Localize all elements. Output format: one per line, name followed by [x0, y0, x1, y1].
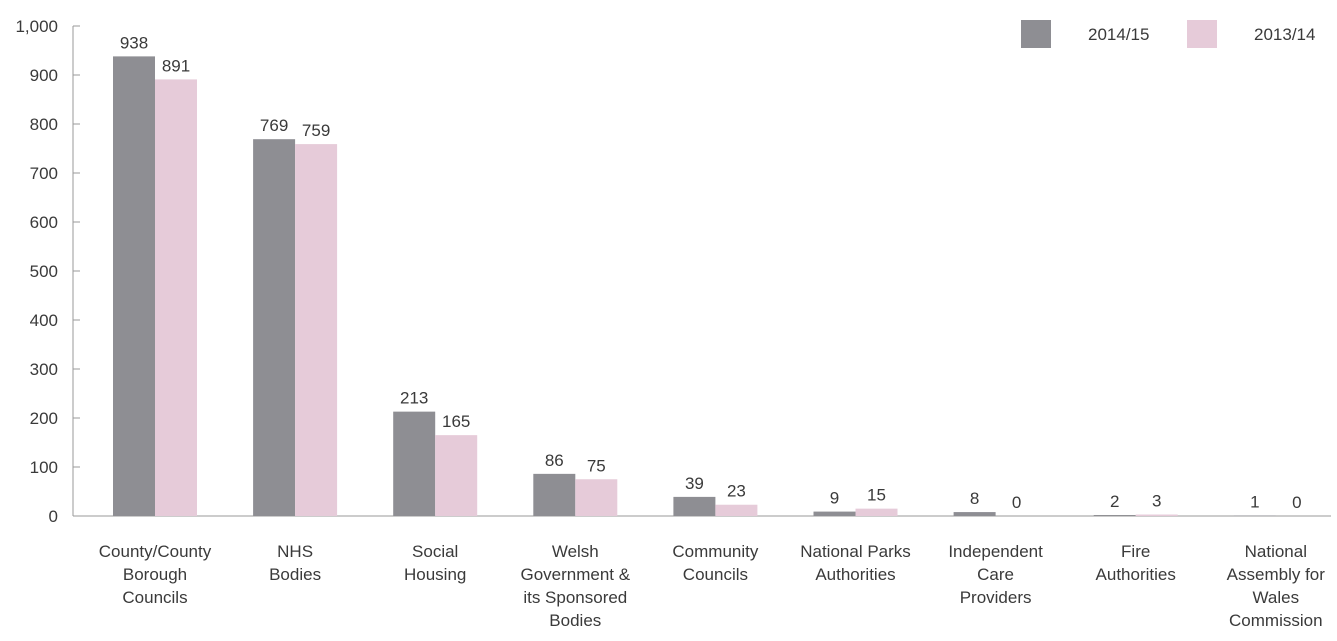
category-label: Councils	[683, 565, 748, 584]
category-label: Wales	[1252, 588, 1299, 607]
data-label: 1	[1250, 493, 1259, 512]
data-label: 3	[1152, 492, 1161, 511]
y-tick-label: 300	[30, 360, 58, 379]
category-labels: County/County Borough Councils NHS Bodies Soc…	[99, 542, 1325, 630]
bars	[113, 56, 1276, 516]
category-label: NHS	[277, 542, 313, 561]
legend-swatch	[1021, 20, 1051, 48]
legend: 2014/15 2013/14	[1021, 20, 1315, 48]
category-label: Assembly for	[1227, 565, 1326, 584]
data-labels: 938 769 213 86 39 9 8 2 1 891 759 165 75 23 15 0 3 0	[120, 33, 1302, 512]
bar-2014-15-3	[533, 473, 576, 516]
y-tick-label: 900	[30, 66, 58, 85]
data-label: 39	[685, 474, 704, 493]
bar-2014-15-0	[113, 56, 155, 516]
legend-label: 2013/14	[1254, 25, 1315, 44]
category-label: Authorities	[1096, 565, 1176, 584]
legend-swatch	[1187, 20, 1217, 48]
data-label: 0	[1012, 493, 1021, 512]
bar-2014-15-7	[1093, 515, 1136, 516]
category-label: Government &	[520, 565, 630, 584]
data-label: 769	[260, 116, 288, 135]
category-label: Fire	[1121, 542, 1150, 561]
bar-2013-14-2	[435, 435, 478, 516]
category-label: Welsh	[552, 542, 599, 561]
category-label: Community	[672, 542, 758, 561]
bar-2014-15-1	[253, 139, 296, 516]
category-label: Providers	[960, 588, 1032, 607]
bar-2014-15-4	[673, 496, 716, 516]
y-tick-label: 800	[30, 115, 58, 134]
bar-2013-14-7	[1135, 514, 1178, 516]
category-label: Housing	[404, 565, 466, 584]
bar-2013-14-1	[295, 144, 338, 516]
data-label: 759	[302, 121, 330, 140]
data-label: 9	[830, 489, 839, 508]
category-label: County/County	[99, 542, 212, 561]
y-tick-label: 600	[30, 213, 58, 232]
category-label: National Parks	[800, 542, 911, 561]
y-tick-label: 0	[49, 507, 58, 526]
data-label: 23	[727, 482, 746, 501]
category-label: Commission	[1229, 611, 1323, 630]
bar-2013-14-0	[155, 79, 197, 516]
y-tick-label: 500	[30, 262, 58, 281]
data-label: 213	[400, 389, 428, 408]
category-label: Bodies	[549, 611, 601, 630]
y-tick-label: 1,000	[15, 17, 58, 36]
y-tick-label: 100	[30, 458, 58, 477]
data-label: 891	[162, 56, 190, 75]
data-label: 8	[970, 489, 979, 508]
category-label: Bodies	[269, 565, 321, 584]
data-label: 938	[120, 33, 148, 52]
y-tick-label: 400	[30, 311, 58, 330]
data-label: 75	[587, 456, 606, 475]
category-label: National	[1245, 542, 1307, 561]
data-label: 15	[867, 486, 886, 505]
category-label: Independent	[948, 542, 1043, 561]
legend-label: 2014/15	[1088, 25, 1149, 44]
category-label: its Sponsored	[523, 588, 627, 607]
y-tick-label: 700	[30, 164, 58, 183]
y-axis: 0 100 200 300 400 500 600 700 800 900 1,000	[15, 17, 80, 526]
category-label: Social	[412, 542, 458, 561]
category-label: Borough	[123, 565, 187, 584]
data-label: 165	[442, 412, 470, 431]
y-tick-label: 200	[30, 409, 58, 428]
category-label: Councils	[122, 588, 187, 607]
bar-2014-15-6	[953, 512, 996, 516]
bar-2014-15-2	[393, 411, 436, 516]
bar-2014-15-5	[813, 511, 856, 516]
category-label: Care	[977, 565, 1014, 584]
data-label: 86	[545, 451, 564, 470]
bar-2013-14-4	[715, 504, 758, 516]
data-label: 2	[1110, 492, 1119, 511]
data-label: 0	[1292, 493, 1301, 512]
bar-2013-14-5	[855, 508, 898, 516]
category-label: Authorities	[815, 565, 895, 584]
bar-2013-14-3	[575, 479, 618, 516]
